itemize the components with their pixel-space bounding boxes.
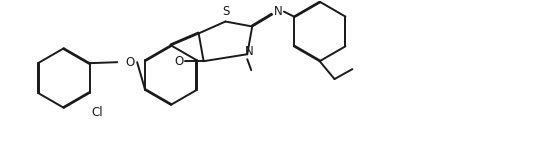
Text: O: O [126,56,135,69]
Text: N: N [245,45,254,58]
Text: N: N [274,5,282,18]
Text: Cl: Cl [92,106,103,119]
Text: O: O [174,55,183,68]
Text: S: S [222,5,229,18]
